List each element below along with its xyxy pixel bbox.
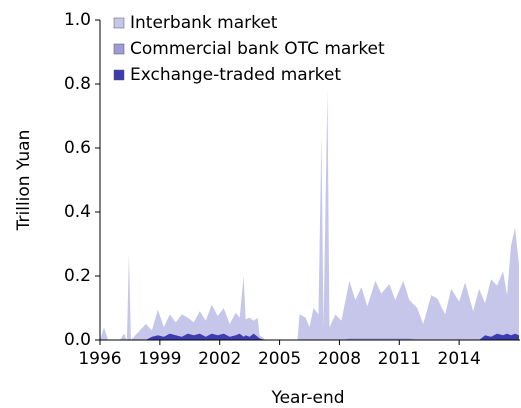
- x-tick-label: 1999: [138, 349, 181, 369]
- x-tick-label: 2005: [258, 349, 301, 369]
- x-axis-label: Year-end: [270, 388, 344, 408]
- legend-label: Commercial bank OTC market: [130, 39, 385, 59]
- legend-label: Interbank market: [130, 13, 278, 33]
- y-tick-label: 0.8: [64, 74, 91, 94]
- legend-label: Exchange-traded market: [130, 65, 341, 85]
- legend-swatch: [113, 69, 125, 81]
- area: [100, 90, 520, 341]
- legend-swatch: [113, 17, 125, 29]
- x-tick-label: 1996: [78, 349, 121, 369]
- y-tick-label: 0.0: [64, 330, 91, 350]
- x-tick-label: 2011: [378, 349, 421, 369]
- y-tick-label: 0.2: [64, 266, 91, 286]
- y-axis-label: Trillion Yuan: [14, 130, 34, 232]
- y-tick-label: 1.0: [64, 10, 91, 30]
- y-tick-label: 0.4: [64, 202, 91, 222]
- x-tick-label: 2002: [198, 349, 241, 369]
- x-tick-label: 2008: [318, 349, 361, 369]
- area: [100, 333, 520, 340]
- legend-swatch: [113, 43, 125, 55]
- x-tick-label: 2014: [438, 349, 481, 369]
- y-tick-label: 0.6: [64, 138, 91, 158]
